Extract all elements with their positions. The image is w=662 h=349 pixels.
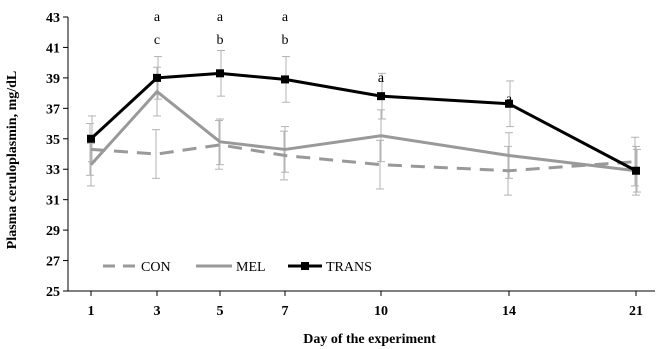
significance-letter: b	[217, 33, 224, 48]
y-tick-label: 37	[46, 102, 60, 117]
legend-label-con: CON	[141, 260, 171, 275]
y-tick-label: 25	[46, 285, 60, 300]
data-point-trans	[281, 75, 289, 84]
x-tick-label: 14	[502, 304, 516, 319]
data-point-trans	[87, 134, 95, 143]
series-line-mel	[89, 90, 637, 173]
y-tick-label: 43	[46, 11, 60, 26]
x-tick-label: 3	[154, 304, 161, 319]
y-tick-label: 31	[46, 194, 60, 209]
data-point-trans	[216, 69, 224, 78]
y-tick-label: 39	[46, 72, 60, 87]
legend-marker-trans	[301, 262, 309, 270]
series-line-trans	[89, 71, 637, 173]
x-tick-label: 7	[282, 304, 289, 319]
significance-letter: c	[154, 33, 160, 48]
x-tick-label: 10	[374, 304, 388, 319]
x-tick-label: 5	[217, 304, 224, 319]
data-point-trans	[377, 92, 385, 101]
significance-letter: a	[378, 71, 385, 86]
y-axis-title: Plasma ceruloplasmin, mg/dL	[5, 71, 20, 250]
y-tick-label: 27	[46, 255, 60, 270]
error-bars	[86, 49, 641, 196]
significance-letter: a	[282, 10, 289, 25]
x-tick-label: 21	[629, 304, 643, 319]
legend: CON MEL TRANS	[103, 260, 372, 275]
data-point-trans	[153, 73, 161, 82]
x-tick-label: 1	[88, 304, 95, 319]
y-tick-label: 35	[46, 133, 60, 148]
significance-letter: a	[217, 10, 224, 25]
significance-letter: b	[282, 33, 289, 48]
series-markers	[87, 69, 640, 175]
series-lines	[89, 71, 637, 173]
series-line-con	[90, 143, 637, 173]
data-point-trans	[632, 166, 640, 175]
legend-label-mel: MEL	[236, 260, 266, 275]
x-axis-title: Day of the experiment	[303, 332, 436, 347]
y-tick-label: 29	[46, 224, 60, 239]
y-tick-label: 33	[46, 163, 60, 178]
legend-label-trans: TRANS	[326, 260, 372, 275]
y-tick-label: 41	[46, 41, 60, 56]
significance-letter: a	[154, 10, 161, 25]
data-point-trans	[505, 99, 513, 108]
significance-letter: a	[506, 92, 513, 107]
